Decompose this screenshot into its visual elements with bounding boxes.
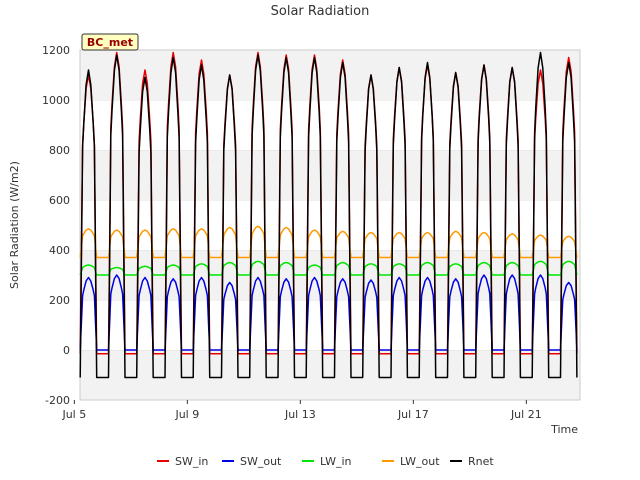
- grid-band: [80, 150, 580, 200]
- series-line-lw_out: [79, 225, 578, 259]
- x-tick-label: Jul 13: [284, 408, 316, 421]
- grid-band: [80, 200, 580, 250]
- station-label: BC_met: [87, 36, 133, 49]
- x-tick-label: Jul 17: [397, 408, 429, 421]
- grid-band: [80, 50, 580, 100]
- legend-label: LW_in: [320, 455, 352, 468]
- y-tick-label: 1000: [42, 94, 70, 107]
- series-line-lw_in: [79, 260, 578, 276]
- chart-title: Solar Radiation: [271, 4, 370, 19]
- grid-band: [80, 100, 580, 150]
- legend-label: Rnet: [468, 455, 494, 468]
- grid-band: [80, 350, 580, 400]
- series-lines: [79, 51, 578, 379]
- station-badge: BC_met: [81, 33, 139, 51]
- x-axis-ticks: Jul 5 Jul 9 Jul 13 Jul 17 Jul 21: [61, 400, 542, 421]
- legend-label: SW_in: [175, 455, 208, 468]
- y-axis-ticks: -200 0 200 400 600 800 1000 1200: [42, 44, 70, 407]
- x-tick-label: Jul 21: [510, 408, 542, 421]
- plot-frame: [79, 49, 581, 401]
- series-line-rnet: [79, 51, 578, 379]
- series-line-sw_in: [79, 51, 578, 355]
- x-tick-label: Jul 9: [174, 408, 199, 421]
- x-axis-label: Time: [550, 423, 578, 436]
- y-axis-label: Solar Radiation (W/m2): [8, 161, 21, 289]
- y-tick-label: -200: [45, 394, 70, 407]
- y-tick-label: 200: [49, 294, 70, 307]
- y-tick-label: 1200: [42, 44, 70, 57]
- plot-background: [80, 49, 580, 400]
- series-line-sw_out: [79, 274, 578, 351]
- y-tick-label: 800: [49, 144, 70, 157]
- legend-label: LW_out: [400, 455, 440, 468]
- legend-label: SW_out: [240, 455, 282, 468]
- legend: SW_in SW_out LW_in LW_out Rnet: [157, 455, 494, 468]
- x-tick-label: Jul 5: [61, 408, 86, 421]
- y-tick-label: 0: [63, 344, 70, 357]
- y-tick-label: 600: [49, 194, 70, 207]
- grid-band: [80, 300, 580, 350]
- y-tick-label: 400: [49, 244, 70, 257]
